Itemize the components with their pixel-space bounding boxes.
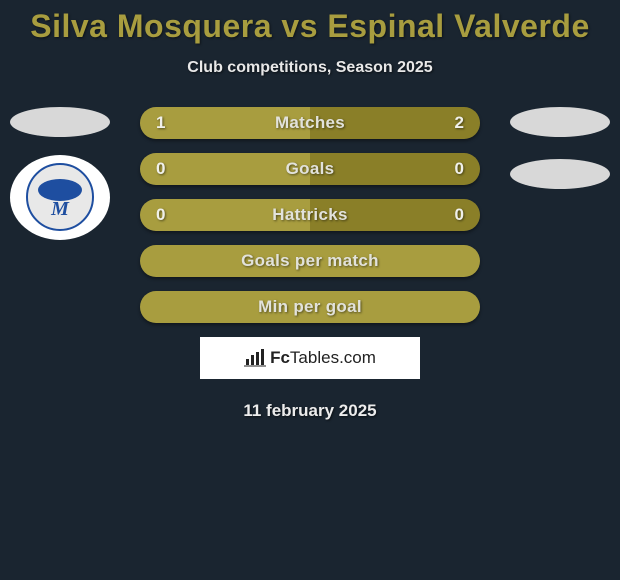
brand-text: FcTables.com [270, 348, 376, 368]
comparison-title: Silva Mosquera vs Espinal Valverde [0, 0, 620, 45]
stat-matches-right: 2 [455, 113, 464, 133]
stat-row-min-per-goal: Min per goal [140, 291, 480, 323]
stat-goals-label: Goals [286, 159, 335, 179]
stat-row-hattricks: 0 Hattricks 0 [140, 199, 480, 231]
stat-hattricks-left: 0 [156, 205, 165, 225]
footer-date: 11 february 2025 [0, 401, 620, 421]
club-badge-initial: M [28, 198, 92, 221]
player-left-name: Silva Mosquera [30, 8, 272, 44]
player-left-avatar-placeholder [10, 107, 110, 137]
comparison-content: M 1 Matches 2 0 Goals 0 0 Hattricks 0 Go… [0, 107, 620, 421]
stat-row-matches: 1 Matches 2 [140, 107, 480, 139]
player-right-avatar-placeholder [510, 107, 610, 137]
stat-matches-label: Matches [275, 113, 345, 133]
left-avatar-column: M [0, 107, 120, 240]
player-right-name: Espinal Valverde [327, 8, 589, 44]
stat-hattricks-right: 0 [455, 205, 464, 225]
stat-goals-left: 0 [156, 159, 165, 179]
stat-mpg-label: Min per goal [258, 297, 362, 317]
stat-goals-right: 0 [455, 159, 464, 179]
right-avatar-column [500, 107, 620, 189]
bar-chart-icon [244, 349, 266, 367]
brand-rest: Tables.com [290, 348, 376, 367]
brand-bold: Fc [270, 348, 290, 367]
stat-hattricks-label: Hattricks [272, 205, 347, 225]
player-left-club-badge: M [10, 155, 110, 240]
club-badge-outer: M [10, 155, 110, 240]
subtitle: Club competitions, Season 2025 [0, 59, 620, 77]
stat-bars: 1 Matches 2 0 Goals 0 0 Hattricks 0 Goal… [140, 107, 480, 323]
stat-gpm-label: Goals per match [241, 251, 379, 271]
stat-row-goals-per-match: Goals per match [140, 245, 480, 277]
stat-matches-left: 1 [156, 113, 165, 133]
stat-row-goals: 0 Goals 0 [140, 153, 480, 185]
vs-text: vs [281, 8, 318, 44]
brand-box[interactable]: FcTables.com [200, 337, 420, 379]
player-right-club-placeholder [510, 159, 610, 189]
club-badge-inner: M [26, 163, 94, 231]
